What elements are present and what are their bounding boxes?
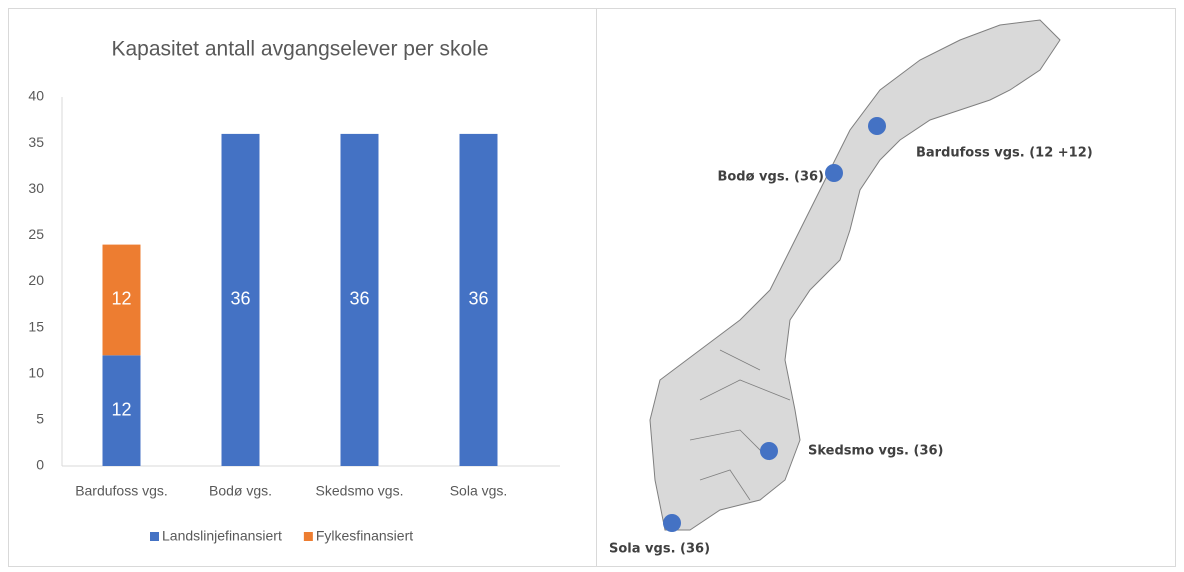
y-tick-label: 40 [28, 88, 44, 104]
data-label: 36 [230, 289, 250, 309]
bar-segment [102, 244, 141, 356]
y-tick-label: 15 [28, 318, 44, 334]
county-borders [689, 349, 791, 501]
y-tick-label: 20 [28, 272, 44, 288]
y-tick-label: 30 [28, 180, 44, 196]
y-tick-label: 0 [36, 457, 44, 473]
y-tick-label: 10 [28, 364, 44, 380]
bar-segment [459, 133, 498, 466]
legend-label: Landslinjefinansiert [162, 528, 282, 544]
school-dot [760, 442, 778, 460]
map-label: Skedsmo vgs. (36) [808, 444, 943, 459]
legend-swatch [150, 532, 159, 541]
x-tick-label: Sola vgs. [450, 483, 508, 499]
bar-segment [340, 133, 379, 466]
legend-swatch [303, 532, 313, 541]
school-dot [825, 164, 843, 182]
bar-segment [221, 133, 260, 466]
data-label: 36 [349, 289, 369, 309]
map-label: Bardufoss vgs. (12 +12) [916, 146, 1093, 161]
map: Bardufoss vgs. (12 +12) Bodø vgs. (36) S… [609, 19, 1093, 557]
data-label: 36 [468, 289, 488, 309]
data-label: 12 [111, 289, 131, 309]
legend-label: Fylkesfinansiert [316, 528, 413, 544]
map-label: Bodø vgs. (36) [717, 170, 824, 185]
y-tick-label: 35 [28, 134, 44, 150]
x-tick-label: Bodø vgs. [209, 483, 272, 499]
bar-segment [102, 355, 141, 466]
school-dot [868, 117, 886, 135]
school-dot [663, 514, 681, 532]
x-tick-label: Skedsmo vgs. [316, 483, 404, 499]
x-tick-label: Bardufoss vgs. [75, 483, 168, 499]
y-tick-label: 5 [36, 411, 44, 427]
y-tick-label: 25 [28, 226, 44, 242]
map-label: Sola vgs. (36) [609, 542, 710, 557]
norway-outline [649, 19, 1061, 531]
data-label: 12 [111, 399, 131, 419]
chart-title: Kapasitet antall avgangselever per skole [111, 38, 488, 61]
